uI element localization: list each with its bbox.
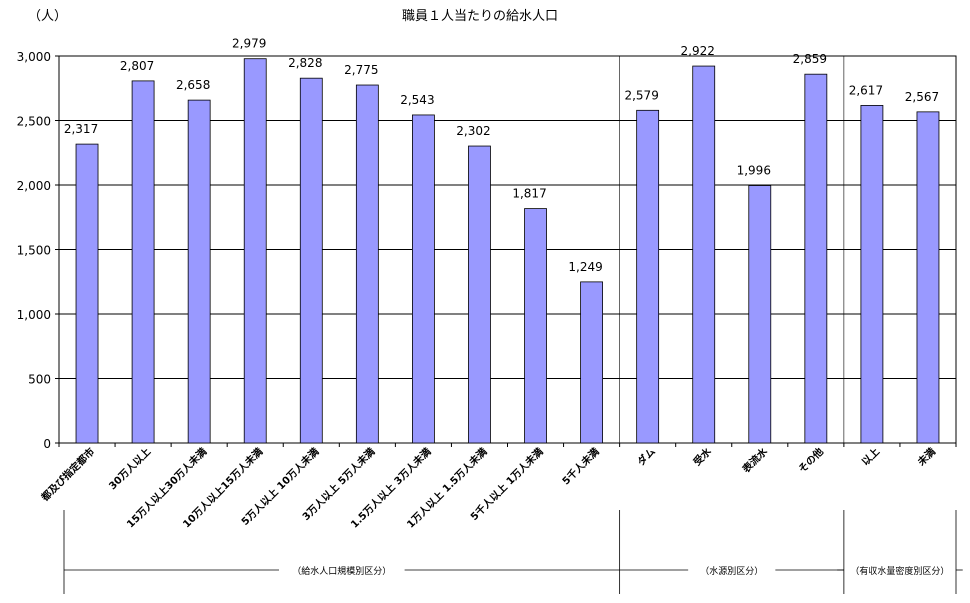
data-label: 1,996 (737, 164, 771, 178)
y-axis-label: （人） (28, 9, 67, 24)
data-label: 2,922 (681, 44, 715, 58)
x-tick-label: ダム (634, 445, 657, 468)
bar (75, 143, 99, 444)
bar (412, 114, 435, 444)
bar (804, 73, 828, 444)
x-tick-label: 受水 (691, 444, 715, 468)
data-label: 2,302 (456, 124, 490, 138)
y-tick-label: 0 (43, 437, 51, 451)
group-label: （有収水量密度別区分） (850, 565, 949, 577)
y-tick-label: 2,500 (17, 115, 51, 129)
x-tick-label: 以上 (859, 445, 882, 468)
group-label: （水源別区分） (700, 565, 763, 577)
x-tick-label: 都及び指定都市 (38, 445, 97, 504)
x-tick-label: 未満 (914, 445, 938, 469)
chart-title: 職員１人当たりの給水人口 (402, 9, 558, 24)
x-tick-label: 30万人以上 (106, 445, 153, 492)
bar (468, 145, 491, 444)
data-label: 2,979 (232, 37, 266, 51)
bar (916, 111, 940, 444)
bar (299, 77, 323, 444)
bar (243, 58, 267, 444)
data-label: 1,249 (568, 260, 602, 274)
bar (860, 105, 884, 444)
data-label: 2,828 (288, 56, 322, 70)
y-tick-label: 1,000 (17, 308, 51, 322)
data-label: 2,658 (176, 78, 210, 92)
bar (692, 65, 716, 444)
x-tick-label: 表流水 (739, 444, 771, 476)
data-label: 2,317 (64, 122, 98, 136)
bar (187, 99, 211, 444)
x-tick-label: 5千人未満 (559, 445, 601, 487)
data-label: 2,775 (344, 63, 378, 77)
data-label: 1,817 (512, 187, 546, 201)
group-label: （給水人口規模別区分） (292, 565, 391, 577)
data-label: 2,807 (120, 59, 154, 73)
bar (524, 208, 547, 444)
bar (636, 109, 660, 444)
bar (580, 281, 603, 444)
y-tick-label: 500 (28, 373, 51, 387)
data-label: 2,543 (400, 93, 434, 107)
data-label: 2,617 (849, 83, 883, 97)
data-label: 2,579 (624, 88, 658, 102)
data-label: 2,859 (793, 52, 827, 66)
y-tick-label: 2,000 (17, 179, 51, 193)
data-label: 2,567 (905, 90, 939, 104)
y-tick-label: 3,000 (17, 50, 51, 64)
bar (748, 185, 772, 444)
bar (355, 84, 379, 444)
y-tick-label: 1,500 (17, 244, 51, 258)
bar (131, 80, 155, 444)
x-tick-label: その他 (796, 445, 826, 475)
